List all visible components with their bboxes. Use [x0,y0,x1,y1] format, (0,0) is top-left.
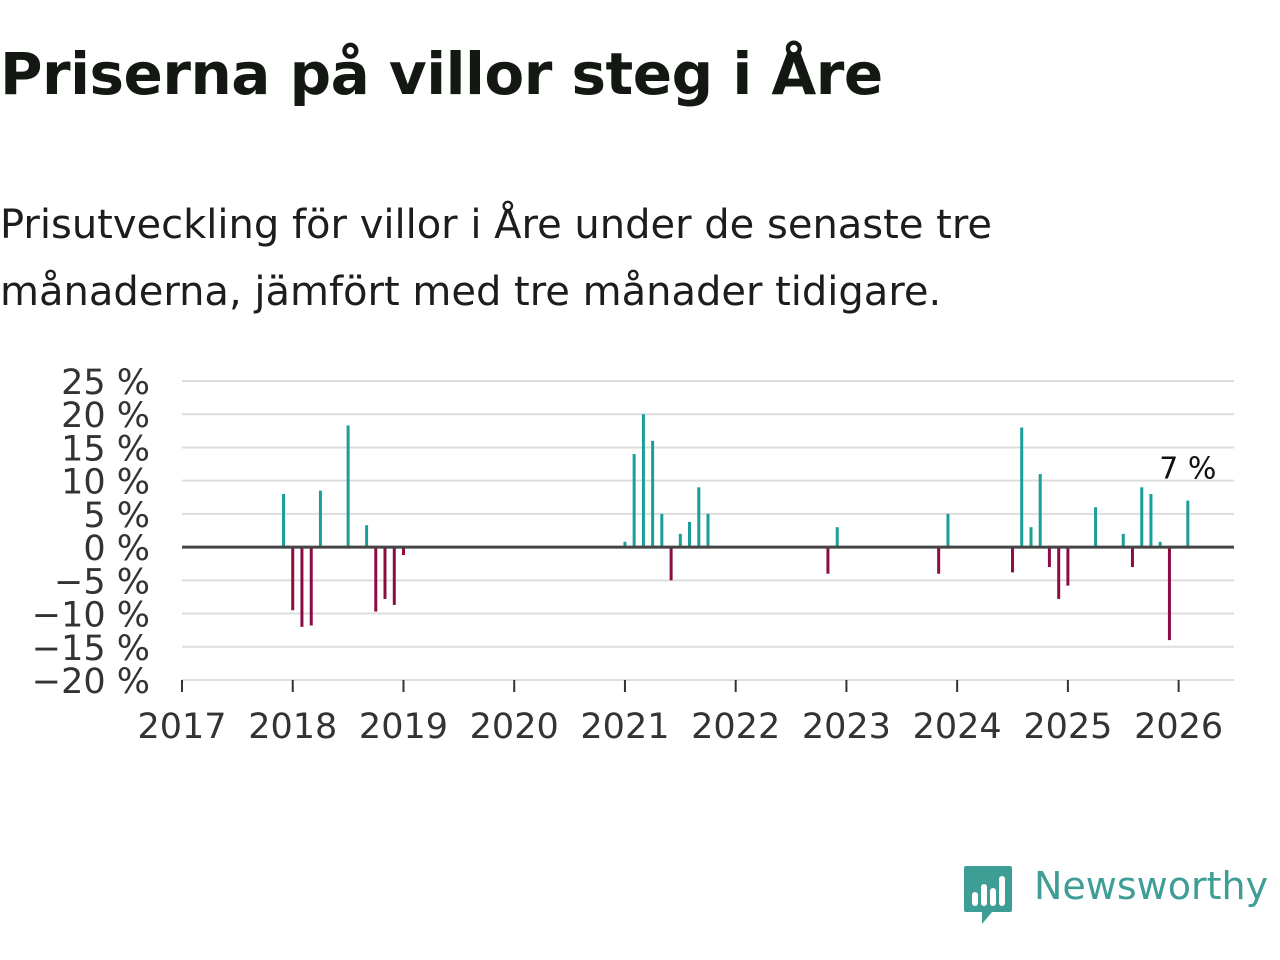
bar [1011,547,1015,573]
bar [365,525,369,548]
y-tick-label: 10 % [61,463,150,503]
bar [641,414,645,548]
bar [1158,541,1162,548]
bar [651,440,655,548]
y-tick-label: −20 % [32,662,150,702]
bar [282,493,286,548]
bar [697,487,701,548]
newsworthy-bar-chart-icon [964,866,1012,924]
chart-subtitle: Prisutveckling för villor i Åre under de… [0,202,993,315]
x-tick-label: 2026 [1134,707,1223,747]
bar [346,425,350,548]
y-tick-label: −15 % [32,629,150,669]
x-axis [181,545,1234,692]
bar [1047,547,1051,568]
bar [401,547,405,556]
bar [1057,547,1061,599]
bar [309,547,313,626]
x-tick-label: 2021 [580,707,669,747]
y-axis-labels: 25 %20 %15 %10 %5 %0 %−5 %−10 %−15 %−20 … [32,363,150,702]
y-tick-label: 15 % [61,429,150,469]
bar [678,533,682,548]
bar [1029,527,1033,548]
x-tick-label: 2020 [470,707,559,747]
bars [282,414,1190,641]
y-tick-label: 0 % [83,529,150,569]
bar [937,547,941,574]
bar [1066,547,1070,586]
bar [632,454,636,548]
y-tick-label: 20 % [61,396,150,436]
bar [826,547,830,574]
x-tick-label: 2024 [913,707,1002,747]
bar [669,547,673,581]
bar [1020,427,1024,548]
latest-value-label: 7 % [1159,452,1216,487]
x-axis-labels: 2017 2018 2019 2020 2021 2022 2023 2024 2025 2026 [137,707,1223,747]
bar [1140,487,1144,548]
newsworthy-logo[interactable]: Newsworthy [962,864,1280,928]
annotations: 7 % [1159,452,1216,487]
x-tick-label: 2019 [359,707,448,747]
bar [1167,547,1171,641]
x-tick-label: 2025 [1023,707,1112,747]
bar-chart: 25 %20 %15 %10 %5 %0 %−5 %−10 %−15 %−20 … [32,363,1234,747]
bar [318,490,322,548]
brand-name: Newsworthy [1034,864,1269,908]
chart-title: Priserna på villor steg i Åre [0,40,883,108]
x-tick-label: 2023 [802,707,891,747]
bar [688,521,692,548]
bar [300,547,304,627]
x-tick-label: 2022 [691,707,780,747]
bar [291,547,295,611]
bar [1094,507,1098,548]
bar [1149,493,1153,548]
bar [1038,474,1042,548]
bar [383,547,387,599]
bar [1186,500,1190,548]
x-tick-label: 2017 [137,707,226,747]
x-tick-label: 2018 [248,707,337,747]
y-tick-label: 25 % [61,363,150,403]
bar [374,547,378,612]
y-tick-label: −5 % [54,562,150,602]
y-tick-label: 5 % [83,496,150,536]
y-tick-label: −10 % [32,596,150,636]
bar [835,527,839,548]
bar [946,513,950,548]
bar [660,513,664,548]
bar [706,513,710,548]
bar [392,547,396,605]
bar [1121,533,1125,548]
bar [1130,547,1134,568]
bar [623,541,627,548]
